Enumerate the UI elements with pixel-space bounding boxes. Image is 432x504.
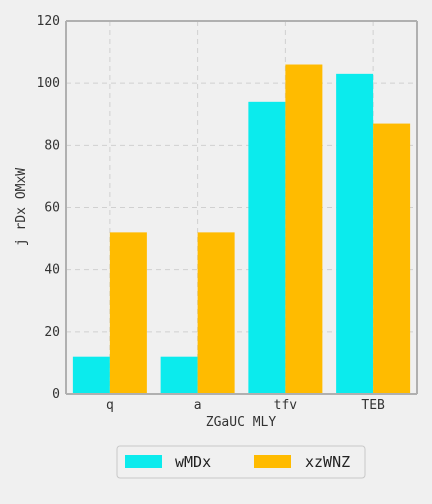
bar-wmdx-q xyxy=(72,356,110,394)
bar-xzwnz-tfv xyxy=(285,64,323,395)
y-tick-label: 120 xyxy=(37,14,60,29)
x-tick-label: tfv xyxy=(274,398,298,413)
y-tick-label: 80 xyxy=(44,138,60,153)
bar-wmdx-tfv xyxy=(248,101,286,395)
bar-xzwnz-teb xyxy=(373,123,411,394)
legend-box xyxy=(116,445,366,479)
bar-wmdx-teb xyxy=(336,73,374,394)
x-tick-labels: q a tfv TEB xyxy=(106,398,385,413)
y-axis-label: j rDx OMxW xyxy=(14,168,29,246)
bar-xzwnz-q xyxy=(109,232,147,394)
legend-swatch-xzwnz xyxy=(254,455,291,468)
bars xyxy=(72,64,411,395)
y-tick-label: 40 xyxy=(44,263,60,278)
x-tick-label: a xyxy=(194,398,202,413)
legend: wMDx xzWNZ xyxy=(116,445,366,479)
x-axis-label: ZGaUC MLY xyxy=(206,415,277,430)
legend-label-xzwnz: xzWNZ xyxy=(305,453,350,471)
legend-label-wmdx: wMDx xyxy=(175,453,211,471)
x-tick-label: TEB xyxy=(361,398,385,413)
legend-swatch-wmdx xyxy=(125,455,162,468)
y-tick-label: 100 xyxy=(37,76,60,91)
y-tick-label: 60 xyxy=(44,201,60,216)
bar-wmdx-a xyxy=(160,356,198,394)
bar-xzwnz-a xyxy=(197,232,235,394)
x-tick-label: q xyxy=(106,398,114,413)
y-tick-label: 0 xyxy=(52,387,60,402)
y-tick-label: 20 xyxy=(44,325,60,340)
y-tick-labels: 0 20 40 60 80 100 120 xyxy=(37,14,60,402)
